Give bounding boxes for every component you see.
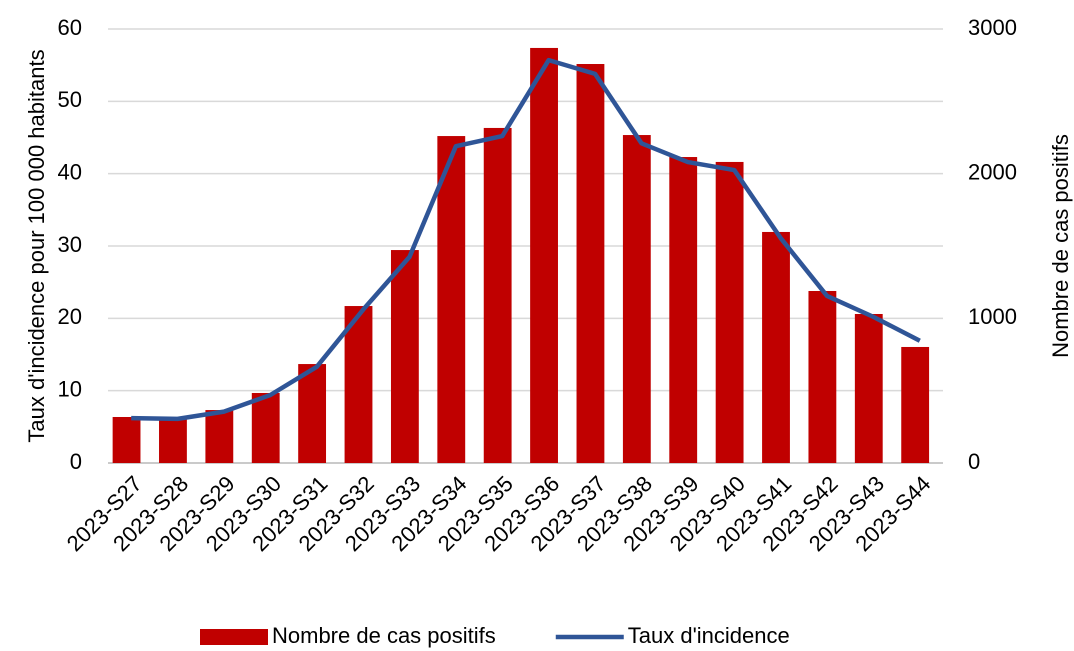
y2-tick-label: 0 — [968, 449, 980, 474]
bar — [251, 392, 280, 463]
bar — [901, 346, 930, 463]
y-tick-label: 0 — [70, 449, 82, 474]
bar — [622, 135, 651, 464]
y-tick-label: 20 — [58, 304, 82, 329]
bar — [159, 419, 187, 463]
bar — [298, 364, 327, 463]
legend-label: Nombre de cas positifs — [272, 623, 496, 648]
y-tick-label: 40 — [58, 159, 82, 184]
bar — [530, 47, 558, 464]
bar — [715, 161, 744, 463]
line — [131, 57, 921, 422]
y-axis-title: Taux d'incidence pour 100 000 habitants — [24, 49, 49, 442]
bar — [437, 136, 466, 463]
bar — [576, 64, 605, 463]
y-tick-label: 50 — [58, 87, 82, 112]
y-tick-label: 10 — [58, 376, 82, 401]
bar — [483, 127, 512, 464]
y2-tick-label: 3000 — [968, 15, 1017, 40]
bar — [390, 250, 419, 463]
y-tick-label: 30 — [58, 232, 82, 257]
bar — [808, 290, 837, 463]
y2-tick-label: 1000 — [968, 304, 1017, 329]
bar — [669, 157, 698, 463]
bar — [344, 306, 373, 463]
legend-swatch — [200, 629, 268, 645]
bar — [205, 410, 234, 463]
y2-tick-label: 2000 — [968, 159, 1017, 184]
y-tick-label: 60 — [58, 15, 82, 40]
bar — [762, 231, 790, 463]
y2-axis-title: Nombre de cas positifs — [1048, 134, 1073, 358]
legend-label: Taux d'incidence — [628, 623, 790, 648]
bar — [112, 416, 141, 463]
bar — [854, 313, 883, 463]
